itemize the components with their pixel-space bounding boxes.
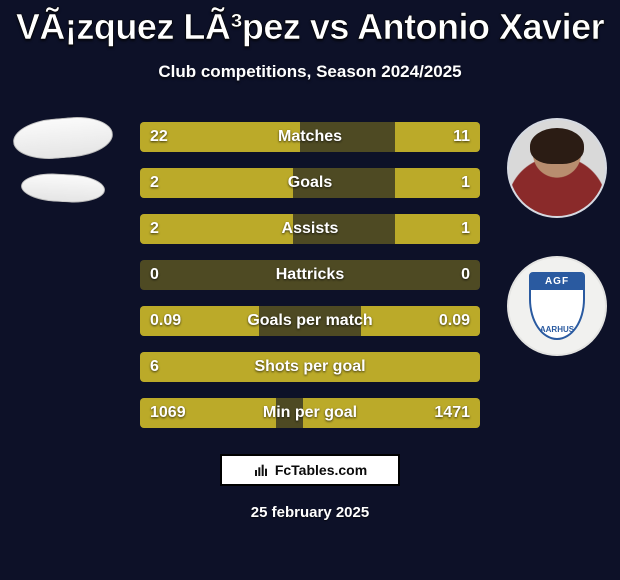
metric-value-left: 22 (150, 128, 168, 146)
metric-value-left: 0.09 (150, 312, 181, 330)
metric-fill-left (140, 214, 293, 244)
metric-row: 1069 Min per goal 1471 (140, 398, 480, 428)
metric-value-right: 0 (461, 266, 470, 284)
metric-bars: 22 Matches 11 2 Goals 1 2 Assists 1 0 Ha… (140, 122, 480, 428)
subtitle: Club competitions, Season 2024/2025 (0, 62, 620, 82)
metric-value-left: 2 (150, 174, 159, 192)
metric-value-right: 1 (461, 174, 470, 192)
player-right-column: AGF AARHUS (502, 118, 612, 356)
metric-value-left: 6 (150, 358, 159, 376)
page-title: VÃ¡zquez LÃ³pez vs Antonio Xavier (0, 6, 620, 48)
metric-track (140, 122, 480, 152)
agf-shield-text: AGF (545, 276, 569, 287)
player-right-club-badge: AGF AARHUS (507, 256, 607, 356)
page-root: VÃ¡zquez LÃ³pez vs Antonio Xavier Club c… (0, 0, 620, 580)
player-left-photo-placeholder (11, 114, 114, 163)
branding-badge[interactable]: FcTables.com (220, 454, 400, 486)
metric-track (140, 168, 480, 198)
metric-value-right: 0.09 (439, 312, 470, 330)
metric-value-right: 1 (461, 220, 470, 238)
metric-value-left: 2 (150, 220, 159, 238)
metric-row: 22 Matches 11 (140, 122, 480, 152)
metric-track (140, 352, 480, 382)
metric-row: 0 Hattricks 0 (140, 260, 480, 290)
branding-text: FcTables.com (275, 462, 367, 478)
metric-value-left: 0 (150, 266, 159, 284)
player-left-column (8, 118, 118, 202)
agf-shield-icon: AGF AARHUS (529, 272, 585, 340)
metric-fill-left (140, 352, 480, 382)
metric-value-right: 11 (453, 128, 470, 146)
player-right-photo (507, 118, 607, 218)
date-footer: 25 february 2025 (0, 504, 620, 521)
metric-row: 6 Shots per goal (140, 352, 480, 382)
metric-value-left: 1069 (150, 404, 186, 422)
agf-shield-city: AARHUS (540, 325, 574, 334)
metric-fill-left (140, 168, 293, 198)
metric-track (140, 398, 480, 428)
portrait-icon (509, 120, 605, 216)
chart-icon (253, 462, 269, 478)
metric-track (140, 214, 480, 244)
player-left-club-placeholder (20, 172, 105, 204)
metric-track (140, 306, 480, 336)
metric-row: 2 Assists 1 (140, 214, 480, 244)
metric-row: 0.09 Goals per match 0.09 (140, 306, 480, 336)
metric-row: 2 Goals 1 (140, 168, 480, 198)
comparison-block: AGF AARHUS 22 Matches 11 2 Goals 1 2 Ass… (0, 122, 620, 442)
metric-track (140, 260, 480, 290)
metric-value-right: 1471 (434, 404, 470, 422)
